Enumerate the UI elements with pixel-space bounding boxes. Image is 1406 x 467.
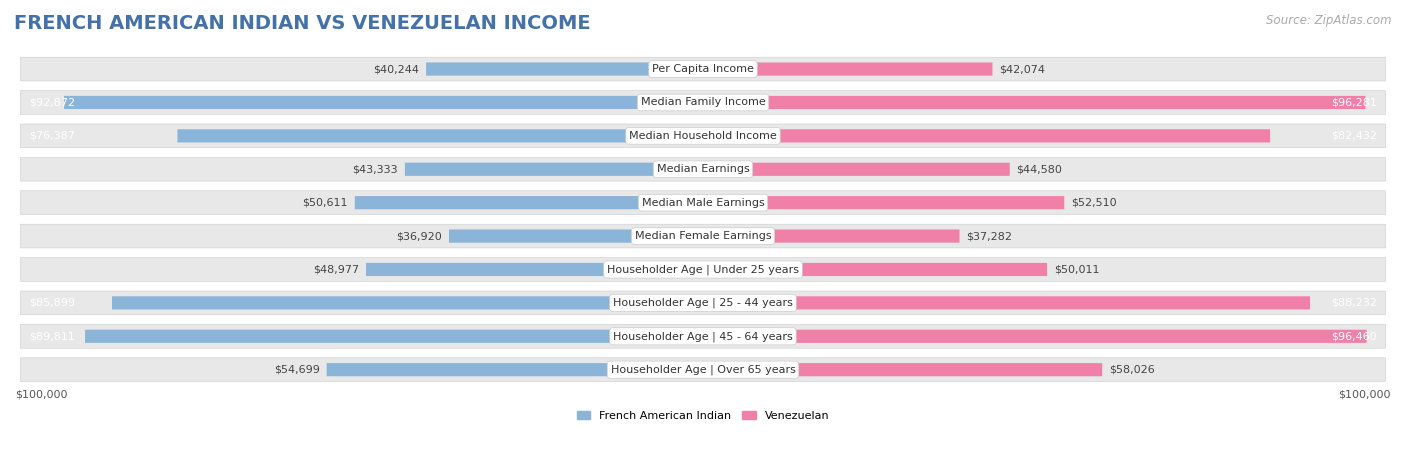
Text: $37,282: $37,282 [966, 231, 1012, 241]
Text: Per Capita Income: Per Capita Income [652, 64, 754, 74]
FancyBboxPatch shape [21, 124, 1385, 148]
Text: Householder Age | 25 - 44 years: Householder Age | 25 - 44 years [613, 297, 793, 308]
FancyBboxPatch shape [21, 258, 1385, 281]
FancyBboxPatch shape [65, 96, 703, 109]
FancyBboxPatch shape [354, 196, 703, 209]
Text: Householder Age | 45 - 64 years: Householder Age | 45 - 64 years [613, 331, 793, 341]
FancyBboxPatch shape [703, 229, 959, 243]
Text: $89,811: $89,811 [28, 331, 75, 341]
FancyBboxPatch shape [703, 63, 993, 76]
Text: $92,872: $92,872 [28, 98, 75, 107]
FancyBboxPatch shape [21, 224, 1385, 248]
FancyBboxPatch shape [21, 91, 1385, 114]
Legend: French American Indian, Venezuelan: French American Indian, Venezuelan [576, 411, 830, 421]
FancyBboxPatch shape [703, 96, 1365, 109]
Text: Householder Age | Over 65 years: Householder Age | Over 65 years [610, 364, 796, 375]
FancyBboxPatch shape [21, 325, 1385, 348]
Text: $96,281: $96,281 [1331, 98, 1378, 107]
FancyBboxPatch shape [703, 263, 1047, 276]
Text: $42,074: $42,074 [1000, 64, 1045, 74]
Text: $36,920: $36,920 [396, 231, 441, 241]
FancyBboxPatch shape [405, 163, 703, 176]
FancyBboxPatch shape [426, 63, 703, 76]
FancyBboxPatch shape [326, 363, 703, 376]
Text: $43,333: $43,333 [353, 164, 398, 174]
FancyBboxPatch shape [449, 229, 703, 243]
FancyBboxPatch shape [21, 57, 1385, 81]
FancyBboxPatch shape [21, 191, 1385, 214]
FancyBboxPatch shape [703, 196, 1064, 209]
FancyBboxPatch shape [703, 129, 1270, 142]
Text: Median Female Earnings: Median Female Earnings [634, 231, 772, 241]
Text: $40,244: $40,244 [373, 64, 419, 74]
Text: $54,699: $54,699 [274, 365, 319, 375]
Text: $52,510: $52,510 [1071, 198, 1116, 208]
Text: $76,387: $76,387 [28, 131, 75, 141]
Text: Householder Age | Under 25 years: Householder Age | Under 25 years [607, 264, 799, 275]
Text: FRENCH AMERICAN INDIAN VS VENEZUELAN INCOME: FRENCH AMERICAN INDIAN VS VENEZUELAN INC… [14, 14, 591, 33]
Text: $48,977: $48,977 [314, 264, 359, 275]
Text: $50,011: $50,011 [1054, 264, 1099, 275]
FancyBboxPatch shape [703, 330, 1367, 343]
Text: Median Earnings: Median Earnings [657, 164, 749, 174]
FancyBboxPatch shape [112, 296, 703, 310]
Text: $100,000: $100,000 [1339, 389, 1391, 399]
Text: $85,899: $85,899 [28, 298, 75, 308]
Text: $96,460: $96,460 [1331, 331, 1378, 341]
FancyBboxPatch shape [703, 163, 1010, 176]
Text: Source: ZipAtlas.com: Source: ZipAtlas.com [1267, 14, 1392, 27]
Text: Median Household Income: Median Household Income [628, 131, 778, 141]
FancyBboxPatch shape [86, 330, 703, 343]
Text: $50,611: $50,611 [302, 198, 347, 208]
Text: $100,000: $100,000 [15, 389, 67, 399]
Text: Median Family Income: Median Family Income [641, 98, 765, 107]
Text: $82,432: $82,432 [1331, 131, 1378, 141]
Text: $58,026: $58,026 [1109, 365, 1154, 375]
Text: Median Male Earnings: Median Male Earnings [641, 198, 765, 208]
Text: $44,580: $44,580 [1017, 164, 1063, 174]
FancyBboxPatch shape [21, 358, 1385, 382]
FancyBboxPatch shape [21, 291, 1385, 315]
FancyBboxPatch shape [366, 263, 703, 276]
FancyBboxPatch shape [703, 363, 1102, 376]
FancyBboxPatch shape [21, 157, 1385, 181]
Text: $88,232: $88,232 [1331, 298, 1378, 308]
FancyBboxPatch shape [703, 296, 1310, 310]
FancyBboxPatch shape [177, 129, 703, 142]
